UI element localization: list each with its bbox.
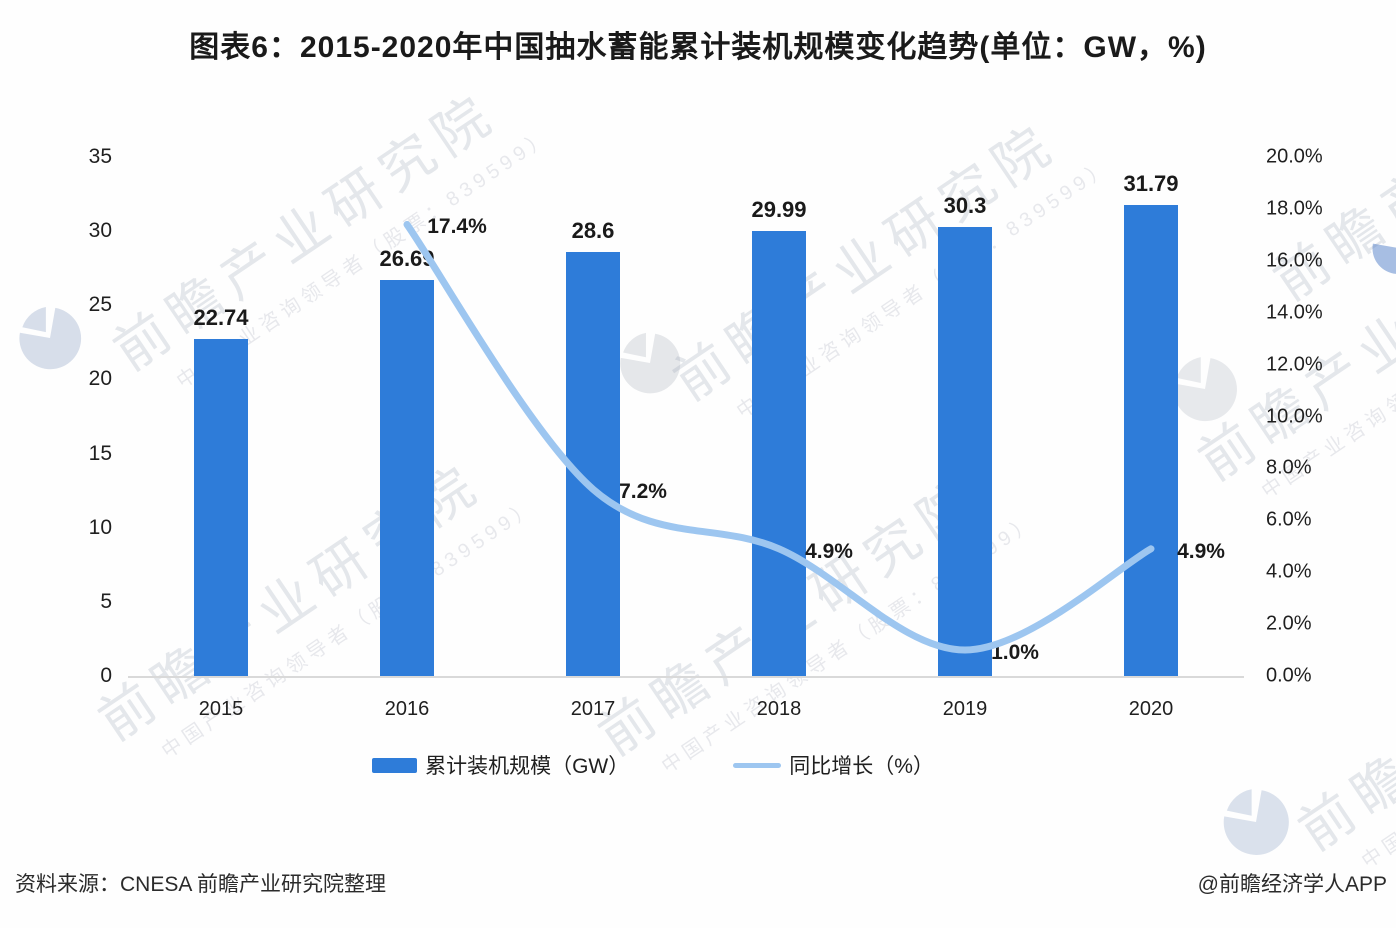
legend-item-capacity: 累计装机规模（GW） <box>372 750 629 780</box>
right-axis-tick: 4.0% <box>1266 560 1312 583</box>
bar-2020 <box>1124 204 1178 676</box>
left-axis-tick: 35 <box>88 145 112 168</box>
right-axis-tick: 6.0% <box>1266 508 1312 531</box>
growth-point-label: 7.2% <box>619 480 667 504</box>
x-label-2017: 2017 <box>570 698 616 720</box>
line-series-swatch <box>733 762 782 768</box>
x-label-2020: 2020 <box>1128 698 1174 720</box>
x-axis-line <box>128 676 1244 678</box>
x-label-2015: 2015 <box>198 698 244 720</box>
footer: 资料来源：CNESA 前瞻产业研究院整理 @前瞻经济学人APP <box>15 868 1387 898</box>
bar-2017 <box>566 251 620 676</box>
legend: 累计装机规模（GW） 同比增长（%） <box>0 748 1306 782</box>
right-axis-tick: 16.0% <box>1266 249 1323 272</box>
chart-title: 图表6：2015-2020年中国抽水蓄能累计装机规模变化趋势(单位：GW，%) <box>189 31 1207 64</box>
x-label-2018: 2018 <box>756 698 802 720</box>
bar-2015 <box>194 338 248 676</box>
legend-item-growth: 同比增长（%） <box>733 750 934 780</box>
bar-value-label: 22.74 <box>193 304 249 330</box>
growth-point-label: 4.9% <box>805 539 853 563</box>
bar-2018 <box>752 231 806 676</box>
credit-note: @前瞻经济学人APP <box>1197 873 1387 896</box>
left-axis-tick: 5 <box>100 589 112 613</box>
growth-point-label: 1.0% <box>991 641 1039 665</box>
left-axis-tick: 20 <box>88 367 112 391</box>
bar-series-swatch <box>372 757 418 773</box>
left-axis-tick: 30 <box>88 219 112 243</box>
growth-point-label: 4.9% <box>1177 539 1225 563</box>
x-label-2019: 2019 <box>942 698 988 720</box>
bar-2019 <box>938 226 992 676</box>
left-axis-tick: 0 <box>100 664 112 687</box>
bar-value-label: 26.69 <box>379 246 435 272</box>
bar-value-label: 28.6 <box>571 217 615 243</box>
legend-label-capacity: 累计装机规模（GW） <box>425 755 630 778</box>
right-axis-tick: 10.0% <box>1266 405 1323 427</box>
bar-value-label: 31.79 <box>1123 170 1179 196</box>
left-axis-tick: 25 <box>88 293 112 317</box>
bar-2016 <box>380 280 434 676</box>
right-axis-tick: 20.0% <box>1266 145 1323 168</box>
right-axis-tick: 12.0% <box>1266 353 1323 376</box>
left-axis-tick: 15 <box>88 441 112 465</box>
growth-point-label: 17.4% <box>427 215 487 239</box>
right-axis-tick: 14.0% <box>1266 301 1323 324</box>
right-axis-tick: 8.0% <box>1266 456 1312 479</box>
bar-value-label: 29.99 <box>751 197 807 223</box>
legend-label-growth: 同比增长（%） <box>789 755 934 778</box>
left-axis-tick: 10 <box>88 515 112 539</box>
right-axis-tick: 0.0% <box>1266 664 1312 687</box>
right-axis-tick: 2.0% <box>1266 612 1312 635</box>
bar-value-label: 30.3 <box>943 192 987 218</box>
right-axis-tick: 18.0% <box>1266 197 1323 220</box>
x-label-2016: 2016 <box>384 698 430 720</box>
source-note: 资料来源：CNESA 前瞻产业研究院整理 <box>15 873 387 896</box>
